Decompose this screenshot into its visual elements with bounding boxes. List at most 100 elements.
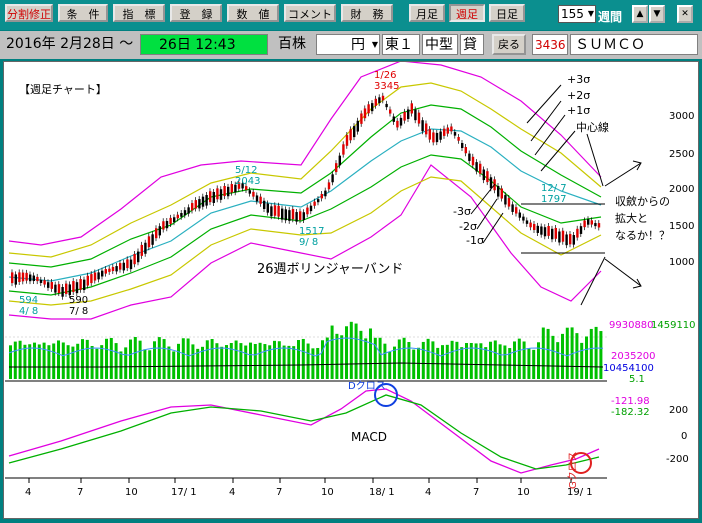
candle-body bbox=[320, 193, 323, 199]
candle-body bbox=[162, 221, 165, 230]
volume-bar bbox=[81, 339, 84, 379]
candle-body bbox=[57, 284, 61, 294]
macd-label: MACD bbox=[351, 430, 387, 444]
volume-bar bbox=[349, 321, 353, 379]
volume-bar bbox=[181, 338, 185, 379]
volume-bar bbox=[474, 343, 478, 379]
candle-body bbox=[191, 203, 194, 211]
volume-bar bbox=[23, 344, 27, 379]
volume-bar bbox=[585, 336, 588, 379]
indicator-button[interactable]: 指 標 bbox=[113, 4, 165, 22]
currency-select[interactable]: 円 ▼ bbox=[316, 34, 380, 55]
candle-body bbox=[194, 200, 197, 209]
candle-body bbox=[93, 272, 97, 281]
market-label: 東１ bbox=[382, 34, 420, 55]
volume-bar bbox=[354, 323, 358, 379]
candle-body bbox=[234, 184, 237, 193]
candle-body bbox=[399, 117, 403, 126]
candle-body bbox=[515, 207, 518, 214]
candle-body bbox=[54, 284, 57, 293]
macd-line bbox=[8, 388, 600, 474]
price-tick: 1500 bbox=[669, 221, 694, 232]
volume-bar bbox=[407, 342, 411, 379]
candle-body bbox=[219, 189, 223, 200]
candle-body bbox=[576, 228, 579, 238]
daily-button[interactable]: 日足 bbox=[489, 4, 525, 22]
annotation-date: 12/ 7 bbox=[541, 183, 567, 194]
volume-bar bbox=[599, 331, 603, 379]
candle-body bbox=[111, 266, 115, 272]
candle-body bbox=[25, 272, 28, 281]
candle-body bbox=[237, 182, 241, 189]
volume-bar bbox=[90, 346, 94, 379]
band-label-minus1: -1σ bbox=[466, 234, 484, 247]
candle-body bbox=[525, 220, 529, 224]
volume-bar bbox=[513, 341, 516, 379]
candle-body bbox=[212, 191, 215, 203]
x-tick-label: 7 bbox=[473, 487, 479, 498]
candle-body bbox=[101, 270, 104, 277]
back-button[interactable]: 戻る bbox=[492, 34, 526, 55]
volume-bar bbox=[143, 349, 147, 379]
candle-body bbox=[270, 206, 273, 217]
chart-title: 【週足チャート】 bbox=[19, 83, 107, 96]
financial-button[interactable]: 財 務 bbox=[341, 4, 393, 22]
x-tick-label: 10 bbox=[125, 487, 138, 498]
volume-bar bbox=[345, 326, 348, 379]
candle-body bbox=[245, 186, 248, 191]
candle-body bbox=[266, 203, 269, 213]
up-arrow-icon[interactable]: ▲ bbox=[632, 5, 648, 23]
stock-name: ＳＵＭＣＯ bbox=[570, 34, 698, 55]
volume-bar bbox=[450, 340, 454, 379]
candle-body bbox=[79, 279, 82, 290]
golden-cross-label: Gクロス bbox=[567, 451, 579, 489]
band-label-plus3: +3σ bbox=[567, 73, 590, 86]
period-count-value: 155 bbox=[561, 7, 584, 21]
volume-bar bbox=[287, 345, 291, 379]
candle-body bbox=[299, 211, 302, 221]
band-minus3-line bbox=[8, 164, 602, 320]
volume-bar bbox=[205, 340, 209, 379]
candle-body bbox=[201, 196, 205, 207]
band-plus3-line bbox=[8, 60, 602, 246]
period-count-select[interactable]: 155 ▼ bbox=[558, 5, 596, 23]
x-tick-label: 7 bbox=[276, 487, 282, 498]
annotation-date: 9/ 8 bbox=[299, 237, 318, 248]
condition-button[interactable]: 条 件 bbox=[58, 4, 108, 22]
down-arrow-icon[interactable]: ▼ bbox=[649, 5, 665, 23]
close-icon[interactable]: ✕ bbox=[677, 5, 693, 23]
volume-bar bbox=[253, 343, 257, 379]
x-axis-ticks: 4 7 10 17/ 1 4 7 10 18/ 1 4 7 10 19/ 1 bbox=[25, 478, 593, 498]
values-button[interactable]: 数 値 bbox=[227, 4, 279, 22]
candle-body bbox=[425, 123, 428, 135]
volume-bar bbox=[465, 343, 468, 379]
annotation-date: 7/ 8 bbox=[69, 306, 88, 317]
register-button[interactable]: 登 録 bbox=[170, 4, 222, 22]
volume-bar bbox=[172, 351, 176, 379]
candle-body bbox=[464, 147, 467, 154]
volume-bar bbox=[469, 342, 473, 379]
candle-body bbox=[205, 195, 208, 206]
candle-body bbox=[158, 226, 161, 236]
candle-body bbox=[198, 199, 201, 209]
comment-button[interactable]: コメント bbox=[284, 4, 336, 22]
volume-bar bbox=[258, 342, 262, 379]
volume-bar bbox=[541, 327, 545, 379]
candle-body bbox=[223, 185, 226, 197]
size-label: 中型 bbox=[422, 34, 458, 55]
candle-body bbox=[65, 283, 68, 294]
x-tick-label: 19/ 1 bbox=[567, 487, 593, 498]
weekly-button[interactable]: 週足 bbox=[449, 4, 485, 22]
candle-body bbox=[309, 205, 313, 212]
golden-cross-marker bbox=[570, 452, 592, 474]
volume-bar bbox=[100, 345, 104, 379]
candle-body bbox=[461, 142, 464, 149]
volume-bar bbox=[133, 336, 137, 379]
comment-line-3: なるか！？ bbox=[615, 229, 670, 242]
volume-bar bbox=[330, 325, 334, 379]
volume-bar bbox=[220, 346, 224, 379]
candle-body bbox=[90, 274, 93, 284]
monthly-button[interactable]: 月足 bbox=[409, 4, 445, 22]
split-adjust-button[interactable]: 分割修正 bbox=[5, 4, 53, 22]
band-title: 26週ボリンジャーバンド bbox=[257, 262, 403, 277]
